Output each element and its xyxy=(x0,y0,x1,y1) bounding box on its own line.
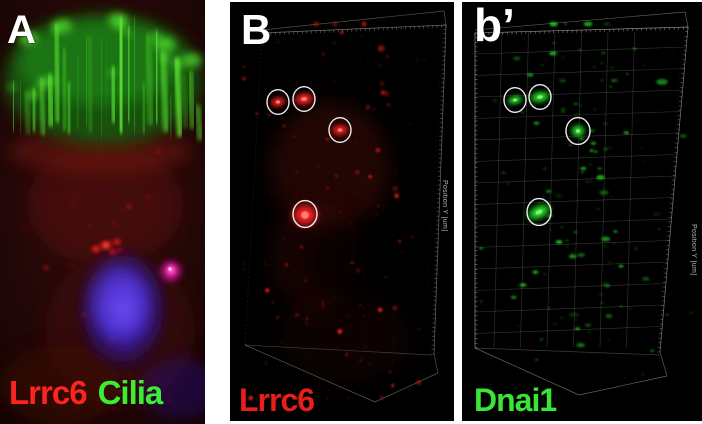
bright-blob xyxy=(529,90,551,104)
bright-blob xyxy=(506,95,524,105)
puncta-layer xyxy=(242,21,432,401)
panel-letter-bprime: b’ xyxy=(474,2,515,51)
magenta-spot xyxy=(162,262,180,280)
3d-axis-box xyxy=(244,10,447,403)
panel-letter-a: A xyxy=(7,8,36,52)
cilia-green-layer xyxy=(5,13,204,144)
bright-blob xyxy=(290,202,320,228)
nucleus-blue xyxy=(75,245,205,418)
panel-b-lrrc6-3d: B Lrrc6 Position Y [um] xyxy=(230,2,454,421)
highlight-circle xyxy=(292,85,316,113)
bright-blob xyxy=(269,96,287,108)
3d-axis-box xyxy=(474,11,689,396)
panel-letter-b: B xyxy=(241,6,272,53)
puncta-layer xyxy=(479,21,693,386)
highlight-circle xyxy=(526,197,552,227)
label-lrrc6-b: Lrrc6 xyxy=(239,382,315,418)
bright-blob xyxy=(330,124,350,136)
label-dnai1: Dnai1 xyxy=(474,382,557,418)
panel-bprime-artwork xyxy=(474,11,693,396)
bright-blob-layer xyxy=(506,90,586,222)
panel-bprime-dnai1-3d: b’ Dnai1 Position Y [um] xyxy=(462,2,702,421)
bright-blob xyxy=(293,92,315,106)
highlight-circle xyxy=(292,199,318,229)
highlight-circle xyxy=(503,86,527,114)
panel-a-channel-labels: Lrrc6 Cilia xyxy=(9,376,173,409)
bright-blob xyxy=(570,124,586,138)
bright-blob xyxy=(526,202,552,222)
bright-blob-layer xyxy=(269,92,350,228)
highlight-circles xyxy=(266,85,352,229)
position-y-axis-label: Position Y [um] xyxy=(690,224,697,276)
highlight-circles xyxy=(503,83,591,227)
panel-a-artwork xyxy=(0,0,205,424)
highlight-circle xyxy=(328,116,352,144)
highlight-circle xyxy=(528,83,552,111)
panel-a-merged-image: A Lrrc6 Cilia xyxy=(0,0,205,424)
highlight-circle xyxy=(565,116,591,146)
highlight-circle xyxy=(266,88,290,116)
position-y-axis-label: Position Y [um] xyxy=(441,180,448,232)
label-cilia-a: Cilia xyxy=(97,374,164,411)
red-nebula-layer xyxy=(270,102,410,382)
label-lrrc6-a: Lrrc6 xyxy=(9,374,88,411)
panel-b-artwork xyxy=(242,10,447,403)
